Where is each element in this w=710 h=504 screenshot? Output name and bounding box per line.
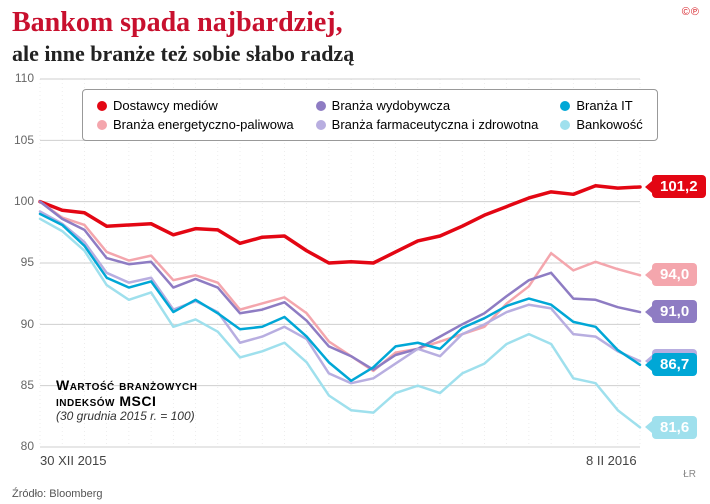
y-tick-label: 100 bbox=[10, 194, 34, 208]
end-label-banking: 81,6 bbox=[652, 416, 697, 439]
y-tick-label: 90 bbox=[10, 317, 34, 331]
end-label-mining: 91,0 bbox=[652, 300, 697, 323]
legend-item-energy: Branża energetyczno-paliwowa bbox=[97, 117, 294, 132]
copyright-mark: ©℗ bbox=[682, 6, 700, 18]
legend-item-banking: Bankowość bbox=[560, 117, 642, 132]
title-line-1: Bankom spada najbardziej, bbox=[12, 8, 698, 39]
chart-figure: ©℗ Bankom spada najbardziej, ale inne br… bbox=[0, 0, 710, 504]
series-line-it bbox=[40, 214, 640, 381]
legend-label: Dostawcy mediów bbox=[113, 98, 218, 113]
note-line-2: indeksów MSCI bbox=[56, 393, 197, 409]
legend-item-mining: Branża wydobywcza bbox=[316, 98, 539, 113]
legend-label: Branża energetyczno-paliwowa bbox=[113, 117, 294, 132]
legend-item-it: Branża IT bbox=[560, 98, 642, 113]
legend-dot-icon bbox=[560, 120, 570, 130]
legend: Dostawcy mediów Branża wydobywcza Branża I… bbox=[82, 89, 658, 141]
legend-dot-icon bbox=[560, 101, 570, 111]
end-label-media: 101,2 bbox=[652, 175, 706, 198]
legend-dot-icon bbox=[316, 120, 326, 130]
title-line-2: ale inne branże też sobie słabo radzą bbox=[12, 41, 698, 67]
series-line-media bbox=[40, 186, 640, 263]
x-axis-end-label: 8 II 2016 bbox=[586, 453, 637, 468]
legend-dot-icon bbox=[97, 101, 107, 111]
legend-label: Branża farmaceutyczna i zdrowotna bbox=[332, 117, 539, 132]
credit-label: ŁR bbox=[683, 469, 696, 480]
legend-label: Branża wydobywcza bbox=[332, 98, 451, 113]
legend-dot-icon bbox=[316, 101, 326, 111]
legend-item-pharma: Branża farmaceutyczna i zdrowotna bbox=[316, 117, 539, 132]
note-line-1: Wartość branżowych bbox=[56, 377, 197, 393]
legend-label: Branża IT bbox=[576, 98, 632, 113]
chart-area: Dostawcy mediów Branża wydobywcza Branża I… bbox=[12, 75, 698, 475]
y-tick-label: 85 bbox=[10, 378, 34, 392]
source-label: Źródło: Bloomberg bbox=[12, 488, 103, 500]
legend-dot-icon bbox=[97, 120, 107, 130]
end-label-it: 86,7 bbox=[652, 353, 697, 376]
y-tick-label: 80 bbox=[10, 439, 34, 453]
y-tick-label: 95 bbox=[10, 255, 34, 269]
legend-item-media: Dostawcy mediów bbox=[97, 98, 294, 113]
legend-label: Bankowość bbox=[576, 117, 642, 132]
chart-note: Wartość branżowych indeksów MSCI (30 gru… bbox=[56, 377, 197, 423]
x-axis-start-label: 30 XII 2015 bbox=[40, 453, 107, 468]
y-tick-label: 110 bbox=[10, 71, 34, 85]
end-label-energy: 94,0 bbox=[652, 263, 697, 286]
y-tick-label: 105 bbox=[10, 133, 34, 147]
series-line-pharma bbox=[40, 212, 640, 384]
note-line-3: (30 grudnia 2015 r. = 100) bbox=[56, 409, 197, 423]
